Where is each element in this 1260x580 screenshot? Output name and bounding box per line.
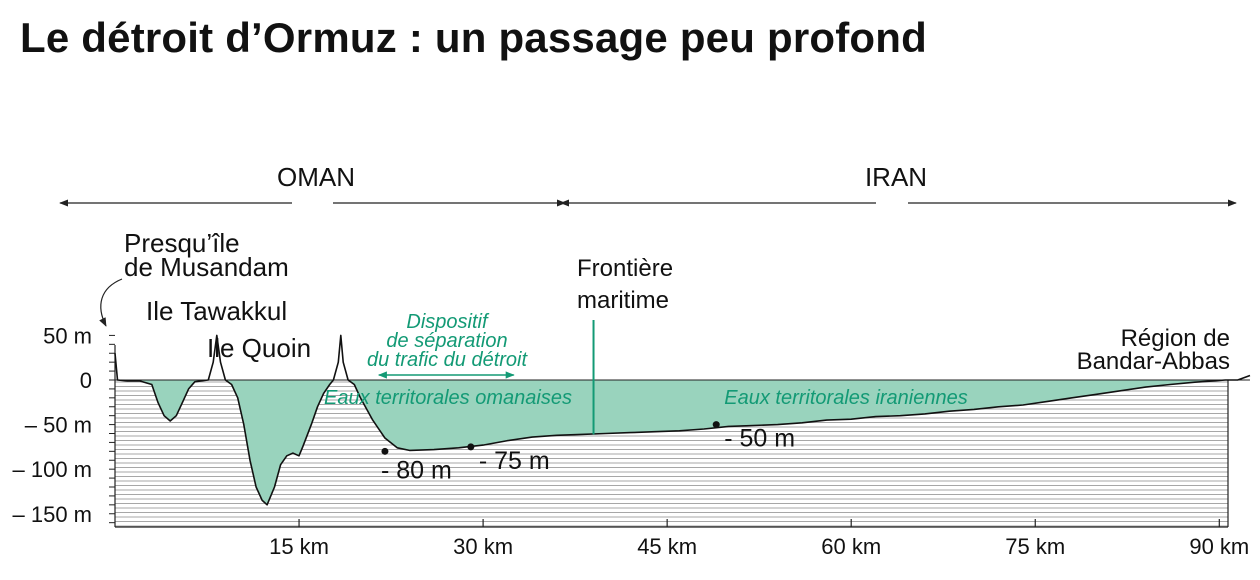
label-bandar-line1: Région de [1121,325,1230,352]
y-tick-label: – 50 m [25,413,92,438]
country-label-iran: IRAN [865,162,927,192]
x-tick-label: 45 km [637,534,697,559]
y-tick-label: 0 [80,368,92,393]
depth-marker-label: - 75 m [479,447,550,475]
depth-marker-dot [712,421,720,429]
y-tick-label: – 150 m [13,502,93,527]
label-musandam-line2: de Musandam [124,252,289,282]
x-tick-label: 15 km [269,534,329,559]
label-bandar-line2: Bandar-Abbas [1077,348,1230,375]
label-ile-quoin: Ile Quoin [207,333,311,363]
country-label-oman: OMAN [277,162,355,192]
label-tss-line2: de séparation [386,330,507,352]
seabed-profile-line [114,334,1251,506]
depth-marker-label: - 50 m [724,425,795,453]
x-tick-label: 60 km [821,534,881,559]
seabed-profile [114,334,1251,506]
label-frontier-line2: maritime [577,287,669,314]
x-tick-label: 90 km [1189,534,1249,559]
water-fill [115,380,1250,505]
label-tss-line3: du trafic du détroit [367,349,529,371]
plot-frame [114,345,1250,528]
depth-marker-label: - 80 m [381,456,452,484]
label-frontier-line1: Frontière [577,255,673,282]
y-tick-label: 50 m [43,323,92,348]
tick-labels: 50 m 0 – 50 m – 100 m – 150 m 15 km 30 km 45 km… [13,323,1250,559]
x-tick-label: 75 km [1005,534,1065,559]
y-tick-label: – 100 m [13,457,93,482]
label-ile-tawakkul: Ile Tawakkul [146,296,287,326]
water-area [115,380,1250,505]
axis-ticks [109,334,1220,527]
depth-marker-dot [381,447,389,455]
x-tick-label: 30 km [453,534,513,559]
label-musandam-line1: Presqu’île [124,228,240,258]
depth-marker-dot [467,443,475,451]
chart-title: Le détroit d’Ormuz : un passage peu prof… [20,14,927,61]
label-waters-iran: Eaux territorales iraniennes [724,387,967,409]
label-waters-oman: Eaux territorales omanaises [324,387,572,409]
musandam-pointer-arrow [99,278,123,327]
label-tss-line1: Dispositif [406,311,490,333]
